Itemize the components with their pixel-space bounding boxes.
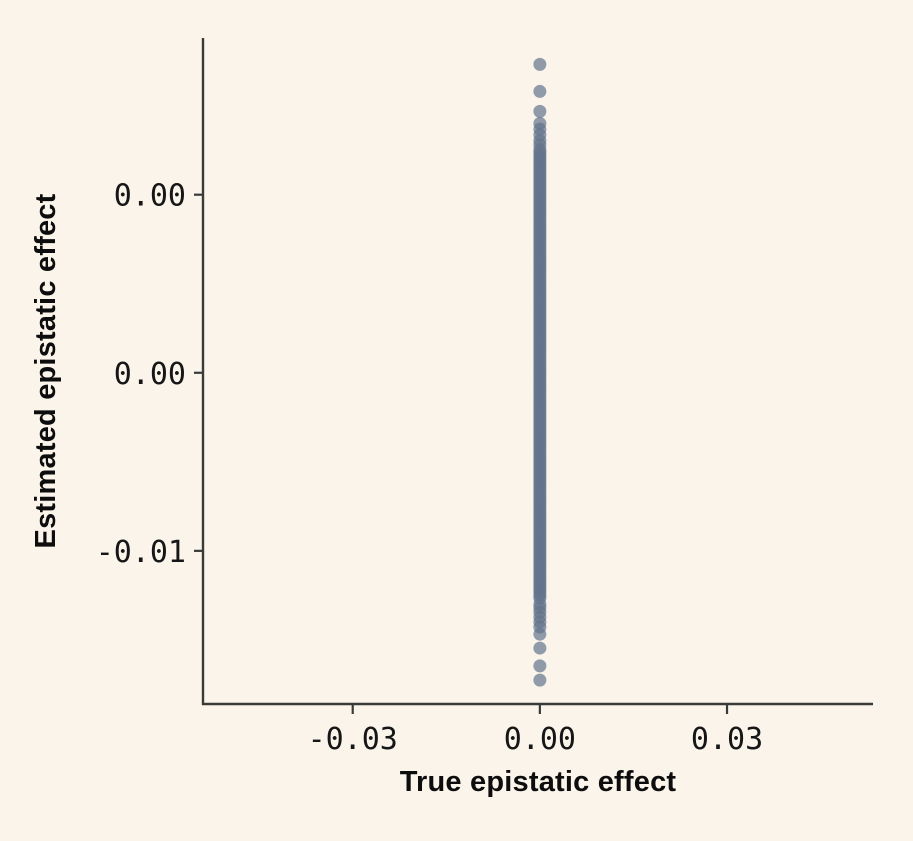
tick-labels-layer: -0.03 0.00 0.03 0.00 0.00 -0.01: [96, 179, 763, 757]
axes-layer: [194, 38, 873, 714]
data-point: [533, 104, 547, 118]
y-tick-label: -0.01: [96, 535, 186, 570]
data-point: [533, 673, 547, 687]
x-tick-label: -0.03: [308, 722, 398, 757]
data-point: [533, 627, 547, 641]
x-axis-title: True epistatic effect: [400, 766, 677, 798]
data-point: [533, 57, 547, 71]
x-tick-label: 0.03: [691, 722, 763, 757]
data-point: [533, 138, 547, 152]
data-points-layer: [533, 57, 547, 687]
y-tick-label: 0.00: [114, 179, 186, 214]
data-point: [533, 84, 547, 98]
y-tick-label: 0.00: [114, 357, 186, 392]
x-tick-label: 0.00: [504, 722, 576, 757]
y-axis-title: Estimated epistatic effect: [30, 193, 62, 548]
data-point: [533, 659, 547, 673]
data-point: [533, 641, 547, 655]
